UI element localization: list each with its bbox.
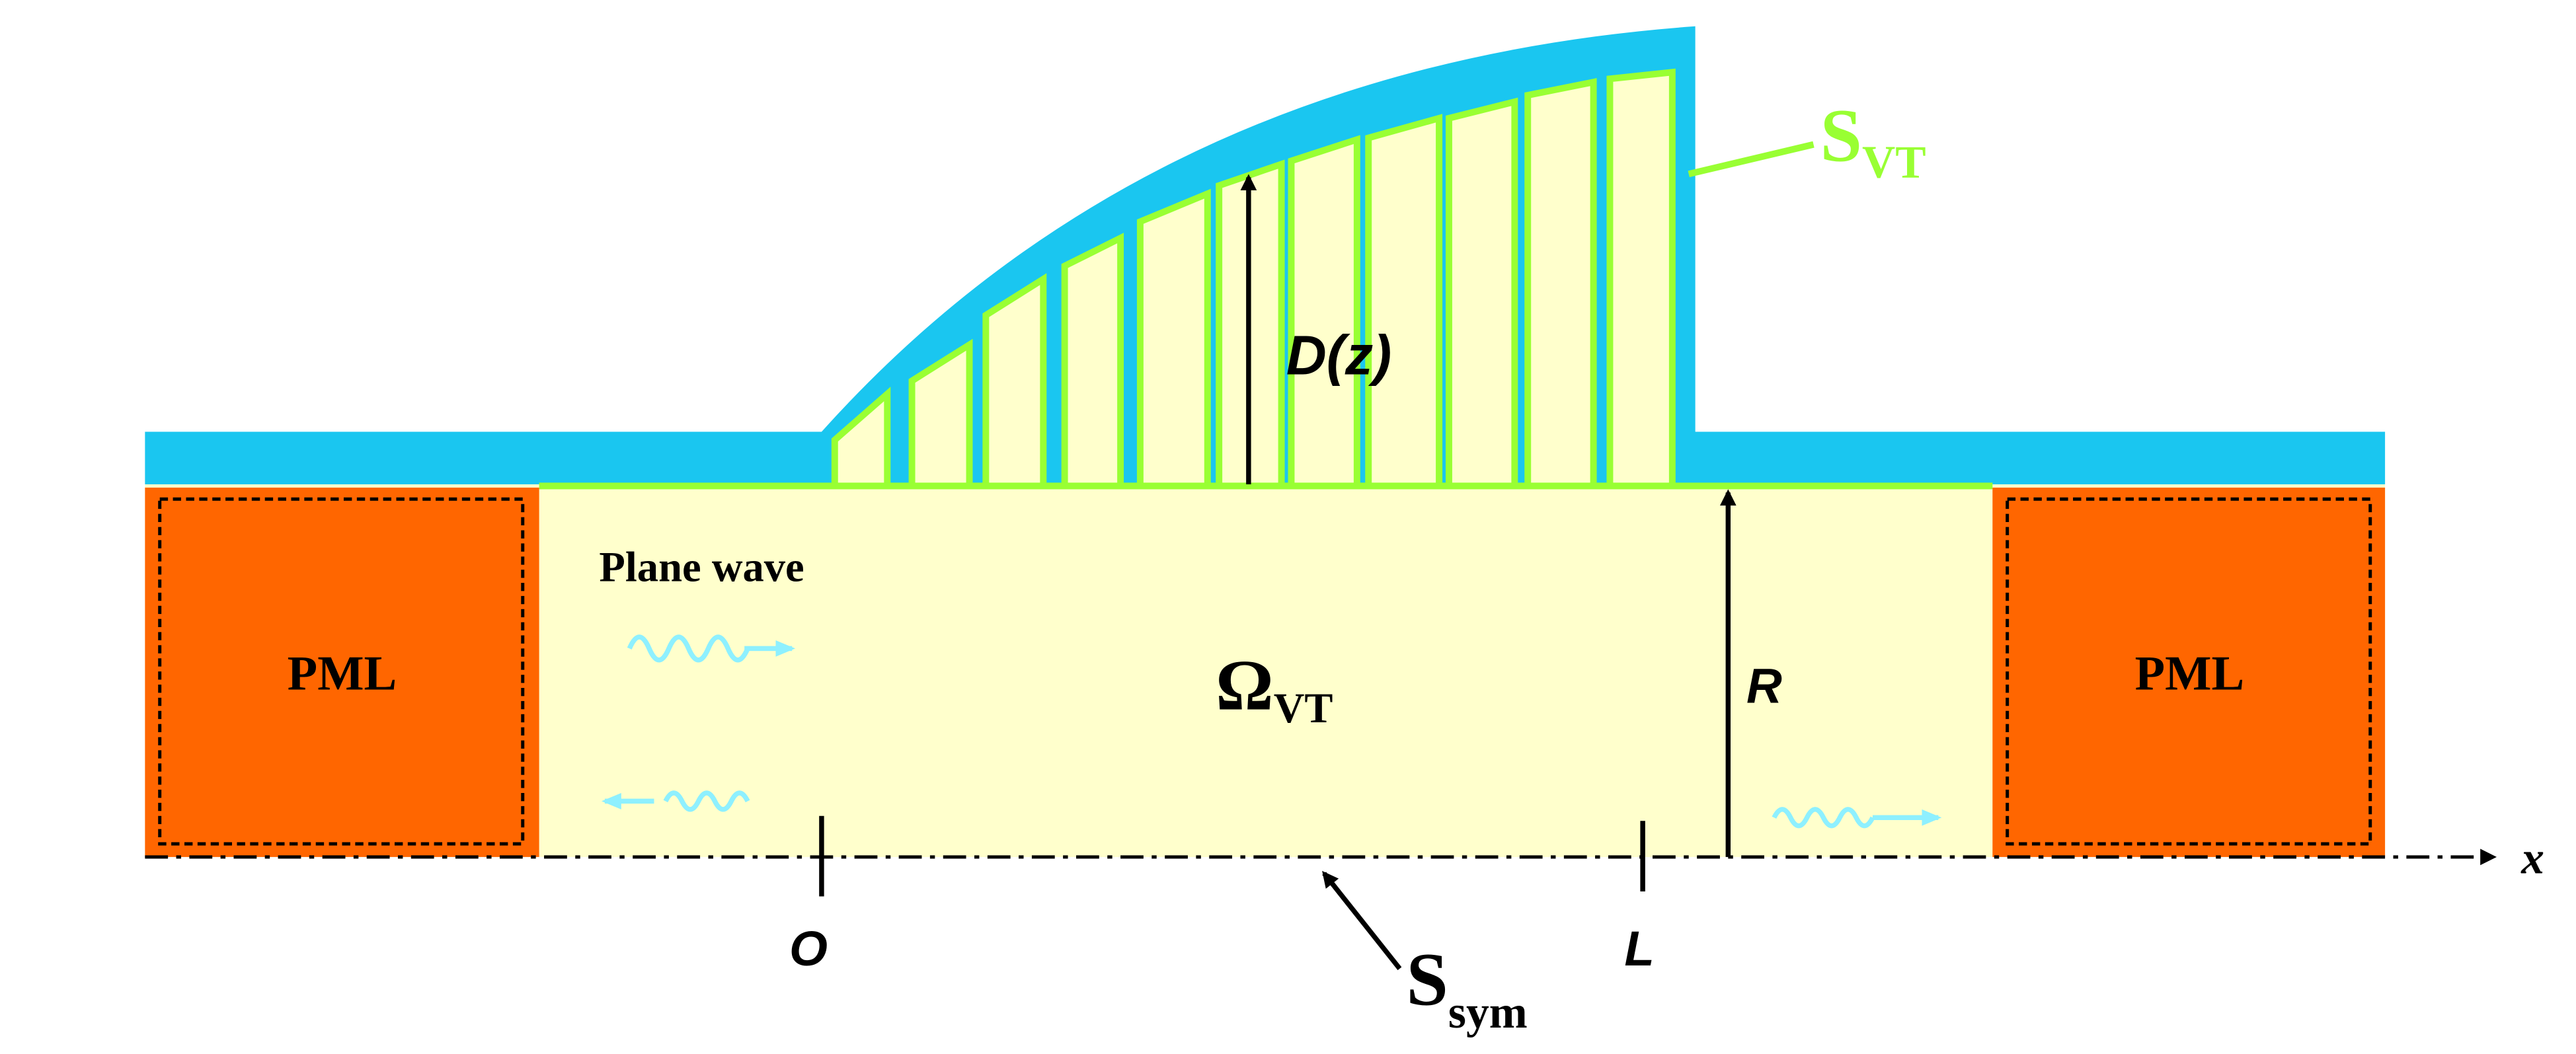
arrow — [1322, 870, 1402, 971]
s-vt-label: SVT — [1820, 93, 1926, 188]
origin-label: O — [789, 921, 828, 976]
pml-border — [2006, 497, 2372, 846]
pml — [145, 487, 539, 857]
pml — [1992, 487, 2386, 857]
omega-sub: VT — [1274, 684, 1333, 732]
omega-label: ΩVT — [1216, 645, 1333, 732]
s-vt-sub: VT — [1862, 137, 1926, 188]
wave-icons — [602, 634, 1942, 829]
pml-label: PML — [288, 646, 397, 700]
dz-label: D(z) — [1286, 324, 1392, 386]
length-label: L — [1624, 921, 1655, 976]
axis-label: x — [2520, 833, 2544, 884]
s-vt-main: S — [1820, 93, 1862, 177]
r-label: R — [1746, 658, 1782, 713]
pointer — [1688, 141, 1815, 178]
pml-label: PML — [2135, 646, 2245, 700]
s-sym-sub: sym — [1448, 987, 1528, 1038]
s-sym-main: S — [1406, 937, 1448, 1021]
plane-wave-label: Plane wave — [599, 543, 804, 590]
s-sym-label: Ssym — [1406, 937, 1527, 1038]
domain-fill — [821, 487, 1692, 857]
pml-border — [158, 497, 525, 846]
omega-main: Ω — [1216, 645, 1274, 725]
